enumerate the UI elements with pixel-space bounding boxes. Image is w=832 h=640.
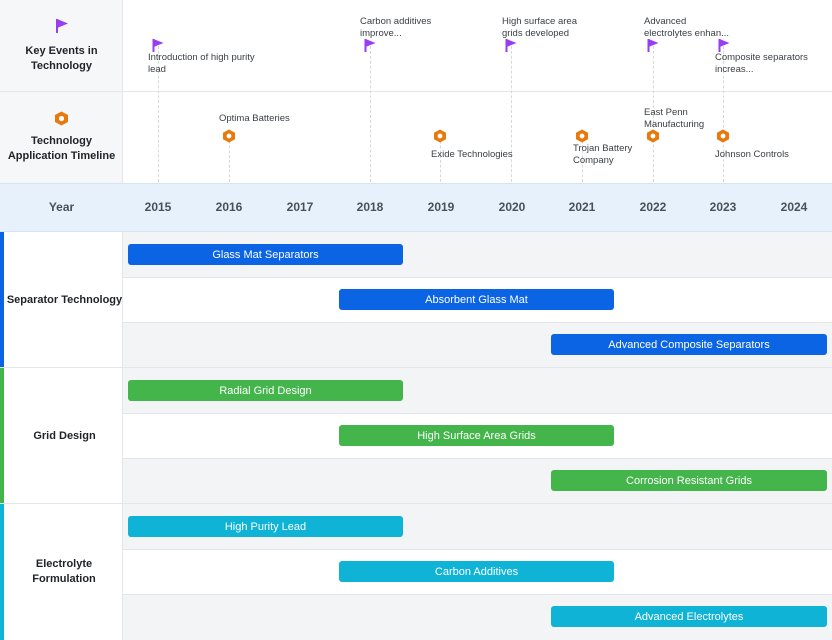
key-event-label: Carbon additives improve... — [360, 16, 450, 40]
application-label: Optima Batteries — [219, 113, 290, 125]
application-label: Exide Technologies — [431, 149, 513, 161]
event-guide-line — [511, 46, 512, 182]
group-label-separator-technology: Separator Technology — [6, 293, 123, 308]
year-tick: 2024 — [781, 200, 808, 214]
group-accent-bar — [0, 232, 4, 368]
divider — [123, 594, 832, 595]
group-label-electrolyte-formulation: Electrolyte Formulation — [14, 557, 114, 587]
year-tick: 2015 — [145, 200, 172, 214]
year-axis-band — [0, 183, 832, 232]
event-guide-line — [370, 46, 371, 182]
timeline-bar[interactable]: Advanced Composite Separators — [551, 334, 827, 355]
flag-icon — [718, 38, 730, 52]
divider — [0, 367, 832, 368]
flag-icon — [152, 38, 164, 52]
timeline-bar[interactable]: Absorbent Glass Mat — [339, 289, 614, 310]
timeline-bar[interactable]: Advanced Electrolytes — [551, 606, 827, 627]
hexagon-nut-icon — [54, 111, 69, 126]
hexagon-nut-icon — [575, 129, 589, 143]
flag-icon — [647, 38, 659, 52]
flag-icon — [505, 38, 517, 52]
year-tick: 2022 — [640, 200, 667, 214]
timeline-bar[interactable]: High Surface Area Grids — [339, 425, 614, 446]
divider — [0, 91, 832, 92]
divider — [123, 549, 832, 550]
flag-icon — [364, 38, 376, 52]
timeline-bar[interactable]: Glass Mat Separators — [128, 244, 403, 265]
key-event-label: Introduction of high purity lead — [148, 52, 258, 76]
divider — [0, 503, 832, 504]
year-tick: 2018 — [357, 200, 384, 214]
divider — [123, 413, 832, 414]
year-tick: 2019 — [428, 200, 455, 214]
year-tick: 2023 — [710, 200, 737, 214]
timeline-bar[interactable]: Carbon Additives — [339, 561, 614, 582]
year-tick: 2017 — [287, 200, 314, 214]
group-accent-bar — [0, 504, 4, 640]
hexagon-nut-icon — [222, 129, 236, 143]
flag-icon — [55, 18, 69, 34]
key-events-label: Key Events in Technology — [0, 44, 123, 74]
group-label-grid-design: Grid Design — [6, 429, 123, 444]
divider — [123, 322, 832, 323]
year-tick: 2016 — [216, 200, 243, 214]
hexagon-nut-icon — [433, 129, 447, 143]
timeline-bar[interactable]: High Purity Lead — [128, 516, 403, 537]
year-axis-title: Year — [0, 200, 123, 214]
application-label: Trojan Battery Company — [573, 143, 643, 167]
timeline-bar[interactable]: Corrosion Resistant Grids — [551, 470, 827, 491]
year-tick: 2020 — [499, 200, 526, 214]
key-event-label: High surface area grids developed — [502, 16, 592, 40]
application-label: Johnson Controls — [715, 149, 789, 161]
key-event-label: Advanced electrolytes enhan... — [644, 16, 736, 40]
timeline-bar[interactable]: Radial Grid Design — [128, 380, 403, 401]
key-event-label: Composite separators increas... — [715, 52, 827, 76]
application-timeline-label: Technology Application Timeline — [0, 134, 123, 164]
divider — [123, 277, 832, 278]
year-tick: 2021 — [569, 200, 596, 214]
divider — [123, 458, 832, 459]
hexagon-nut-icon — [716, 129, 730, 143]
group-accent-bar — [0, 368, 4, 504]
application-label: East Penn Manufacturing — [644, 107, 716, 131]
hexagon-nut-icon — [646, 129, 660, 143]
